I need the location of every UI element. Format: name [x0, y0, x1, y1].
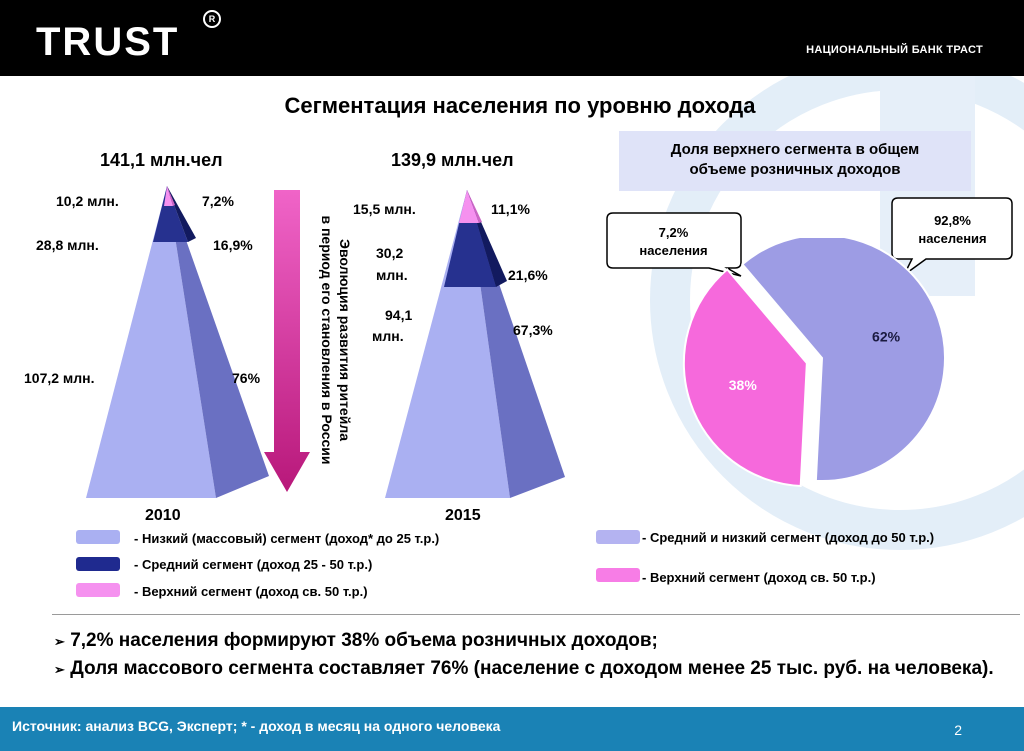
lower-2015-share: 67,3%	[513, 322, 553, 338]
evolution-caption-line1: Эволюция развития ритейла	[337, 239, 353, 441]
pyramid-2015-upper-front	[459, 190, 479, 223]
callout-left-line2: населения	[639, 243, 708, 258]
trust-logo: TRUST	[36, 20, 180, 64]
upper-2010-count: 10,2 млн.	[56, 193, 119, 209]
share-title-line1: Доля верхнего сегмента в общем	[670, 141, 920, 158]
legend-label-top: - Верхний сегмент (доход св. 50 т.р.)	[642, 570, 876, 585]
pie-slice-label: 62%	[872, 328, 901, 344]
legend-swatch-low	[76, 530, 120, 544]
middle-2015-share: 21,6%	[508, 267, 548, 283]
pie-slice	[682, 267, 808, 488]
population-2010: 141,1 млн.чел	[100, 150, 223, 170]
bullet-item: ➢ 7,2% населения формируют 38% объема ро…	[54, 627, 1004, 655]
lower-2010-share: 76%	[232, 370, 261, 386]
pyramid-2010-lower-front	[86, 186, 216, 498]
divider	[52, 614, 1020, 615]
pyramid-2010-upper-front	[164, 186, 173, 206]
evolution-caption-line2: в период его становления в России	[319, 215, 335, 465]
callout-right-line1: 92,8%	[934, 213, 971, 228]
legend-swatch-top	[596, 568, 640, 582]
legend-label-upper: - Верхний сегмент (доход св. 50 т.р.)	[134, 584, 368, 599]
evolution-caption: Эволюция развития ритейла в период его с…	[304, 195, 358, 485]
legend-label-mid-low: - Средний и низкий сегмент (доход до 50 …	[642, 530, 935, 545]
arrow-bullet-icon: ➢	[54, 662, 65, 677]
registered-mark-icon: R	[203, 10, 221, 28]
pyramid-2015-lower-front	[385, 190, 510, 498]
middle-2010-share: 16,9%	[213, 237, 253, 253]
pyramid-2010-middle-side	[167, 186, 196, 242]
income-share-pie-chart: 38% 62%	[682, 238, 946, 488]
callout-right-text: 92,8% населения	[893, 212, 1012, 248]
pie-slice-label: 38%	[729, 377, 758, 393]
footer-bar	[0, 707, 1024, 751]
pyramid-2015-upper-side	[467, 190, 482, 223]
pyramid-2010-lower-side	[167, 186, 269, 498]
legend-label-low: - Низкий (массовый) сегмент (доход* до 2…	[134, 531, 440, 546]
callout-right-line2: населения	[918, 231, 987, 246]
lower-2015-count-line1: 94,1	[385, 307, 413, 323]
arrow-bullet-icon: ➢	[54, 634, 65, 649]
legend-swatch-mid-low	[596, 530, 640, 544]
pyramid-2015	[385, 190, 565, 498]
pyramid-2010-middle-front	[153, 186, 188, 242]
bank-name: НАЦИОНАЛЬНЫЙ БАНК ТРАСТ	[806, 44, 983, 56]
bullet-item: ➢ Доля массового сегмента составляет 76%…	[54, 655, 1004, 683]
bullet-text: Доля массового сегмента составляет 76% (…	[70, 658, 994, 679]
evolution-arrow	[264, 190, 310, 492]
conclusions: ➢ 7,2% населения формируют 38% объема ро…	[54, 627, 1004, 683]
header-bar	[0, 0, 1024, 76]
pyramid-2010-upper-side	[167, 186, 175, 206]
legend-label-middle: - Средний сегмент (доход 25 - 50 т.р.)	[134, 557, 373, 572]
bullet-text: 7,2% населения формируют 38% объема розн…	[70, 630, 658, 651]
population-2015: 139,9 млн.чел	[391, 150, 514, 170]
year-2015: 2015	[445, 507, 481, 524]
legend-swatch-upper	[76, 583, 120, 597]
middle-2015-count-line2: млн.	[376, 267, 408, 283]
share-title-line2: объеме розничных доходов	[689, 161, 901, 178]
middle-2010-count: 28,8 млн.	[36, 237, 99, 253]
upper-2010-share: 7,2%	[202, 193, 234, 209]
callout-left-line1: 7,2%	[658, 225, 689, 240]
source-note: Источник: анализ BCG, Эксперт; * - доход…	[12, 718, 501, 734]
page-title: Сегментация населения по уровню дохода	[284, 93, 756, 118]
callout-right-bubble	[891, 197, 1013, 276]
upper-2015-share: 11,1%	[491, 201, 530, 217]
share-title: Доля верхнего сегмента в общем объеме ро…	[619, 140, 971, 180]
pie-slice	[740, 238, 946, 482]
upper-2015-count: 15,5 млн.	[353, 201, 416, 217]
share-title-box	[619, 131, 971, 191]
lower-2015-count-line2: млн.	[372, 328, 404, 344]
pyramid-2015-middle-front	[444, 190, 496, 287]
lower-2010-count: 107,2 млн.	[24, 370, 95, 386]
year-2010: 2010	[145, 507, 181, 524]
middle-2015-count-line1: 30,2	[376, 245, 404, 261]
pyramid-2010	[86, 186, 269, 498]
legend-swatch-middle	[76, 557, 120, 571]
callout-left-text: 7,2% населения	[607, 224, 740, 260]
page-number: 2	[954, 722, 962, 738]
callout-left-bubble	[606, 212, 742, 277]
